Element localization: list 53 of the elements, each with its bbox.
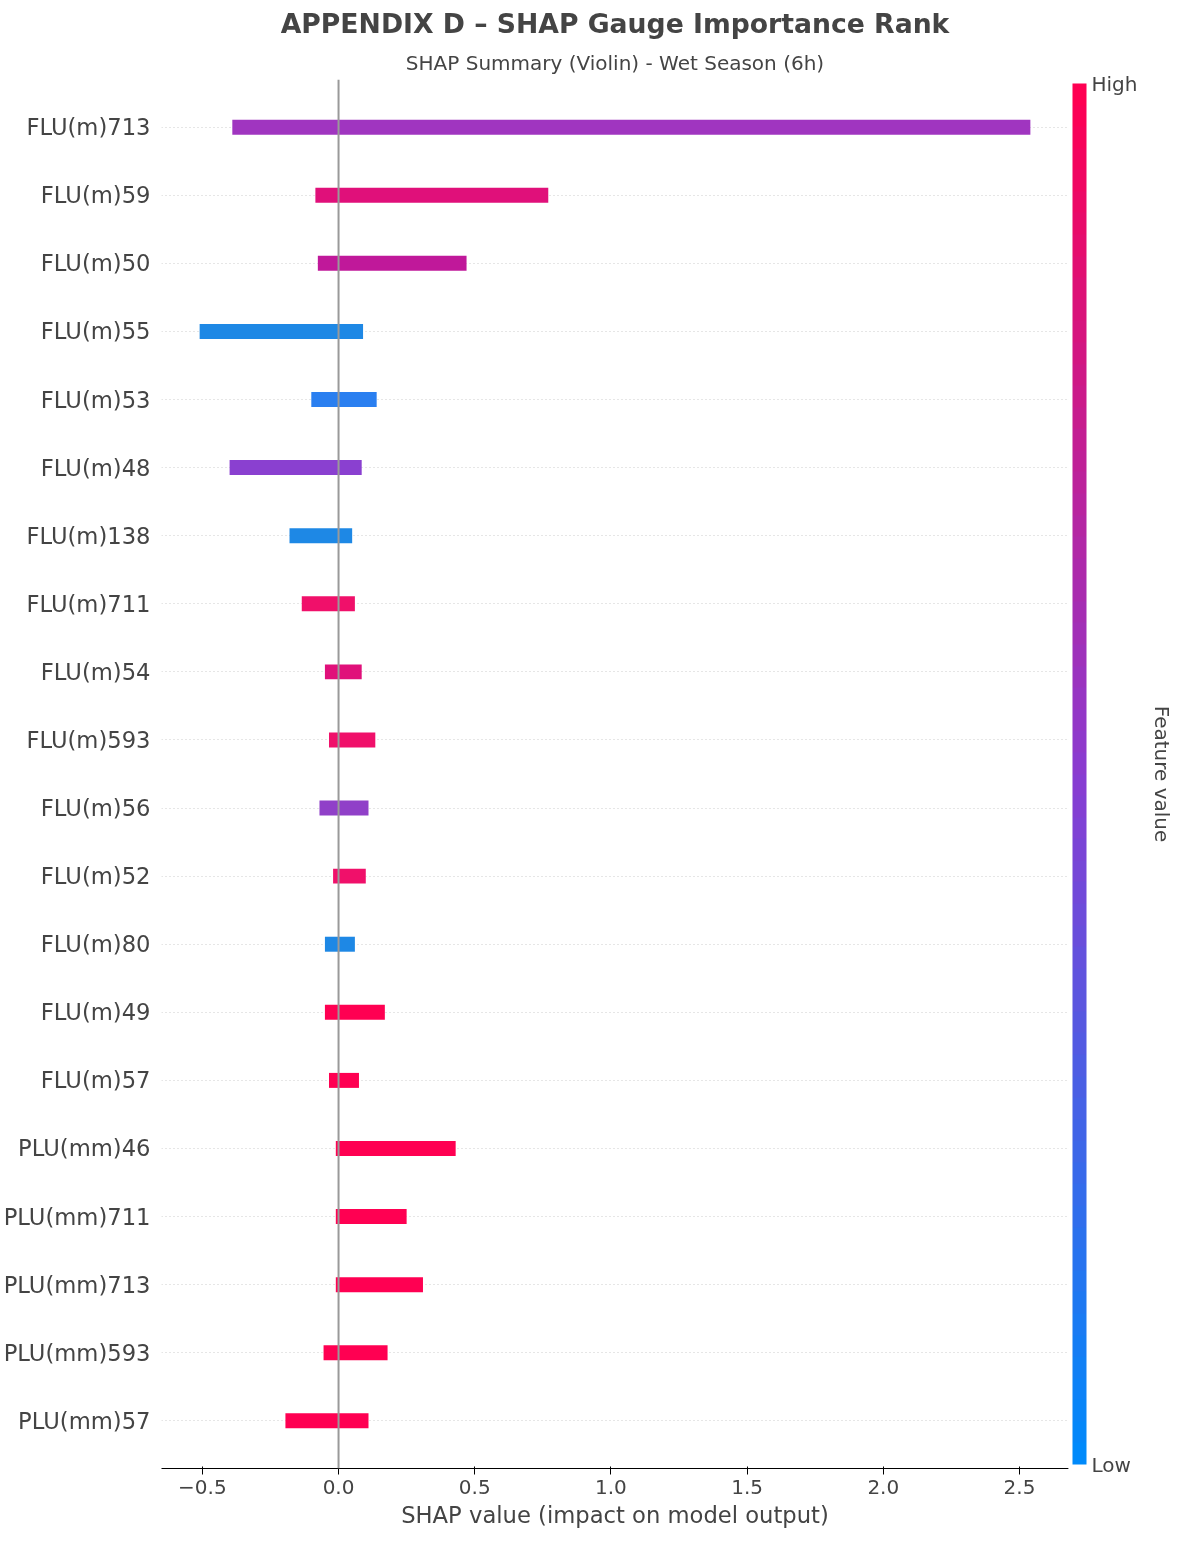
bar — [199, 323, 364, 339]
bar — [333, 868, 366, 884]
y-tick-label: PLU(mm)593 — [3, 1339, 151, 1366]
y-tick-label: PLU(mm)57 — [18, 1407, 151, 1434]
bar — [289, 528, 353, 544]
y-tick-label: FLU(m)48 — [40, 454, 151, 481]
y-tick-label: FLU(m)593 — [26, 726, 151, 753]
bar — [301, 596, 355, 612]
x-tick-label: −0.5 — [178, 1474, 227, 1499]
bar — [335, 1141, 456, 1156]
y-tick-label: PLU(mm)711 — [3, 1203, 151, 1230]
bar — [232, 119, 1031, 135]
y-tick-label: FLU(m)138 — [26, 522, 151, 549]
x-axis-title: SHAP value (impact on model output) — [401, 1501, 829, 1528]
color-bar-title: Feature value — [1149, 705, 1174, 843]
y-tick-label: PLU(mm)713 — [3, 1271, 151, 1298]
y-tick-label: FLU(m)55 — [40, 318, 151, 345]
bar — [311, 392, 377, 407]
bar — [319, 800, 369, 816]
y-tick-label: FLU(m)54 — [40, 658, 151, 685]
x-tick-label: 1.0 — [595, 1474, 627, 1499]
chart-subtitle: SHAP Summary (Violin) - Wet Season (6h) — [405, 50, 825, 75]
y-tick-label: FLU(m)711 — [26, 590, 151, 617]
bar — [315, 187, 549, 203]
bar — [324, 936, 355, 952]
y-tick-label: FLU(m)49 — [40, 999, 151, 1026]
bar — [285, 1413, 369, 1429]
x-tick-label: 1.5 — [731, 1474, 764, 1499]
x-tick-label: 2.5 — [1003, 1474, 1036, 1499]
x-tick-label: 0.5 — [458, 1474, 491, 1499]
y-tick-label: FLU(m)59 — [40, 182, 151, 209]
y-tick-label: FLU(m)713 — [26, 114, 151, 141]
bar — [335, 1277, 423, 1293]
y-tick-label: PLU(mm)46 — [18, 1135, 151, 1162]
bar — [323, 1345, 388, 1361]
x-tick-label: 2.0 — [867, 1474, 900, 1499]
y-tick-label: FLU(m)56 — [40, 795, 151, 822]
bar — [335, 1209, 407, 1225]
x-tick-label: 0.0 — [322, 1474, 355, 1499]
color-bar-label: High — [1091, 71, 1138, 96]
y-tick-label: FLU(m)53 — [40, 386, 151, 413]
bar — [329, 732, 376, 748]
y-tick-label: FLU(m)50 — [40, 250, 151, 277]
bar — [229, 460, 362, 476]
bar — [324, 664, 362, 680]
y-tick-label: FLU(m)52 — [40, 863, 151, 890]
color-bar-label: Low — [1091, 1452, 1131, 1477]
y-tick-label: FLU(m)57 — [40, 1067, 151, 1094]
bar — [317, 255, 467, 271]
chart-title: APPENDIX D – SHAP Gauge Importance Rank — [280, 7, 951, 39]
y-tick-label: FLU(m)80 — [40, 931, 151, 958]
bar — [329, 1072, 359, 1088]
bar — [324, 1004, 385, 1020]
